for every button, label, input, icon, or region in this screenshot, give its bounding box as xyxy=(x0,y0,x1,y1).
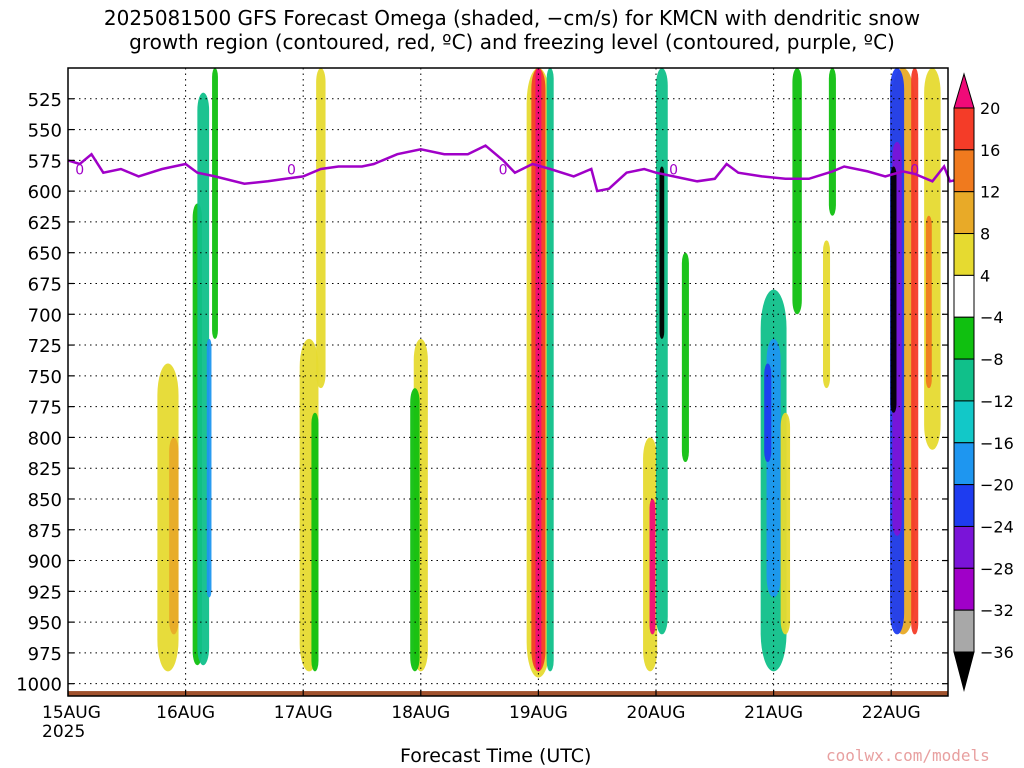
xtick-label-2: 17AUG xyxy=(274,703,333,723)
omega-region-16 xyxy=(649,498,656,635)
omega-region-22 xyxy=(764,363,772,463)
omega-shading xyxy=(157,68,941,678)
ytick-label-575: 575 xyxy=(28,151,62,172)
colorbar-label-7: −12 xyxy=(980,392,1014,411)
omega-region-30 xyxy=(890,166,897,413)
colorbar-box-12 xyxy=(953,567,975,611)
xtick-label-4: 19AUG xyxy=(509,703,568,723)
ytick-label-700: 700 xyxy=(28,305,62,326)
xtick-label-1: 16AUG xyxy=(156,703,215,723)
colorbar-label-13: −36 xyxy=(980,643,1014,662)
colorbar-label-6: −8 xyxy=(980,350,1004,369)
colorbar-label-4: 4 xyxy=(980,266,990,285)
colorbar-bottom-triangle xyxy=(953,651,975,692)
colorbar-label-5: −4 xyxy=(980,308,1004,327)
xtick-label-3: 18AUG xyxy=(391,703,450,723)
colorbar-top-triangle xyxy=(953,72,975,109)
colorbar: 20 16 12 8 4 −4 −8 −12 −16 −20 −24 −28 −32 −36 xyxy=(953,72,1014,692)
colorbar-box-6 xyxy=(953,316,975,360)
colorbar-label-2: 12 xyxy=(980,183,1000,202)
ytick-label-800: 800 xyxy=(28,428,62,449)
omega-region-25 xyxy=(822,240,831,389)
ytick-label-975: 975 xyxy=(28,644,62,665)
omega-region-24 xyxy=(780,412,791,635)
colorbar-box-11 xyxy=(953,525,975,569)
colorbar-label-0: 20 xyxy=(980,99,1000,118)
ytick-label-550: 550 xyxy=(28,121,62,142)
omega-region-5 xyxy=(212,68,218,339)
colorbar-label-12: −32 xyxy=(980,601,1014,620)
freezing-level-label-1: 0 xyxy=(287,163,296,179)
colorbar-box-3 xyxy=(953,191,975,235)
ytick-label-875: 875 xyxy=(28,521,62,542)
ytick-label-900: 900 xyxy=(28,552,62,573)
xtick-label-5: 20AUG xyxy=(627,703,686,723)
plot-frame xyxy=(67,67,949,697)
omega-region-14 xyxy=(546,68,554,672)
freezing-level-line xyxy=(67,144,963,193)
ytick-label-925: 925 xyxy=(28,582,62,603)
omega-region-8 xyxy=(316,68,326,389)
x-axis-label: Forecast Time (UTC) xyxy=(400,745,592,767)
omega-region-3 xyxy=(197,92,210,666)
colorbar-label-9: −20 xyxy=(980,476,1014,495)
xtick-label-0: 15AUG xyxy=(42,703,101,723)
colorbar-label-8: −16 xyxy=(980,434,1014,453)
ytick-label-675: 675 xyxy=(28,274,62,295)
y-tick-labels: 525 550 575 600 625 650 675 700 725 750 775 800 825 8… xyxy=(16,90,948,696)
colorbar-box-7 xyxy=(953,358,975,402)
omega-region-26 xyxy=(828,68,836,216)
xtick-label-7: 22AUG xyxy=(862,703,921,723)
colorbar-box-4 xyxy=(953,233,975,276)
colorbar-box-1 xyxy=(953,107,975,151)
colorbar-label-11: −28 xyxy=(980,559,1014,578)
grid-lines xyxy=(68,68,948,696)
ytick-label-950: 950 xyxy=(28,613,62,634)
freezing-level-contour: 0 0 0 0 0 xyxy=(67,144,963,193)
omega-region-19 xyxy=(681,252,689,463)
terrain-fill xyxy=(68,691,948,696)
colorbar-label-1: 16 xyxy=(980,141,1000,160)
x-tick-labels: 15AUG 16AUG 17AUG 18AUG 19AUG 20AUG 21AUG 22AUG… xyxy=(42,690,921,742)
colorbar-box-5 xyxy=(953,274,975,318)
chart-title: 2025081500 GFS Forecast Omega (shaded, −… xyxy=(103,6,921,54)
xtick-year-label: 2025 xyxy=(42,722,85,742)
colorbar-label-3: 8 xyxy=(980,225,990,244)
colorbar-box-9 xyxy=(953,442,975,486)
colorbar-box-2 xyxy=(953,149,975,193)
colorbar-box-13 xyxy=(953,609,975,653)
ytick-label-750: 750 xyxy=(28,367,62,388)
omega-region-7 xyxy=(311,412,319,672)
ytick-label-625: 625 xyxy=(28,213,62,234)
omega-region-13 xyxy=(535,68,542,672)
colorbar-box-8 xyxy=(953,400,975,444)
colorbar-box-10 xyxy=(953,484,975,527)
omega-region-33 xyxy=(925,215,932,389)
omega-region-18 xyxy=(659,166,665,339)
ytick-label-825: 825 xyxy=(28,459,62,480)
omega-region-1 xyxy=(169,437,179,635)
ytick-label-850: 850 xyxy=(28,490,62,511)
freezing-level-label-4: 0 xyxy=(910,163,919,179)
source-credit: coolwx.com/models xyxy=(826,746,990,765)
terrain-strip xyxy=(68,691,948,696)
ytick-label-600: 600 xyxy=(28,182,62,203)
colorbar-label-10: −24 xyxy=(980,517,1014,536)
freezing-level-label-0: 0 xyxy=(75,163,84,179)
omega-region-4 xyxy=(206,338,212,598)
freezing-level-label-3: 0 xyxy=(669,163,678,179)
xtick-label-6: 21AUG xyxy=(744,703,803,723)
ytick-label-1000: 1000 xyxy=(16,675,62,696)
ytick-label-725: 725 xyxy=(28,336,62,357)
omega-region-31 xyxy=(911,68,919,635)
ytick-label-775: 775 xyxy=(28,398,62,419)
omega-region-17 xyxy=(656,68,668,635)
freezing-level-label-2: 0 xyxy=(499,163,508,179)
ytick-label-650: 650 xyxy=(28,244,62,265)
ytick-label-525: 525 xyxy=(28,90,62,111)
